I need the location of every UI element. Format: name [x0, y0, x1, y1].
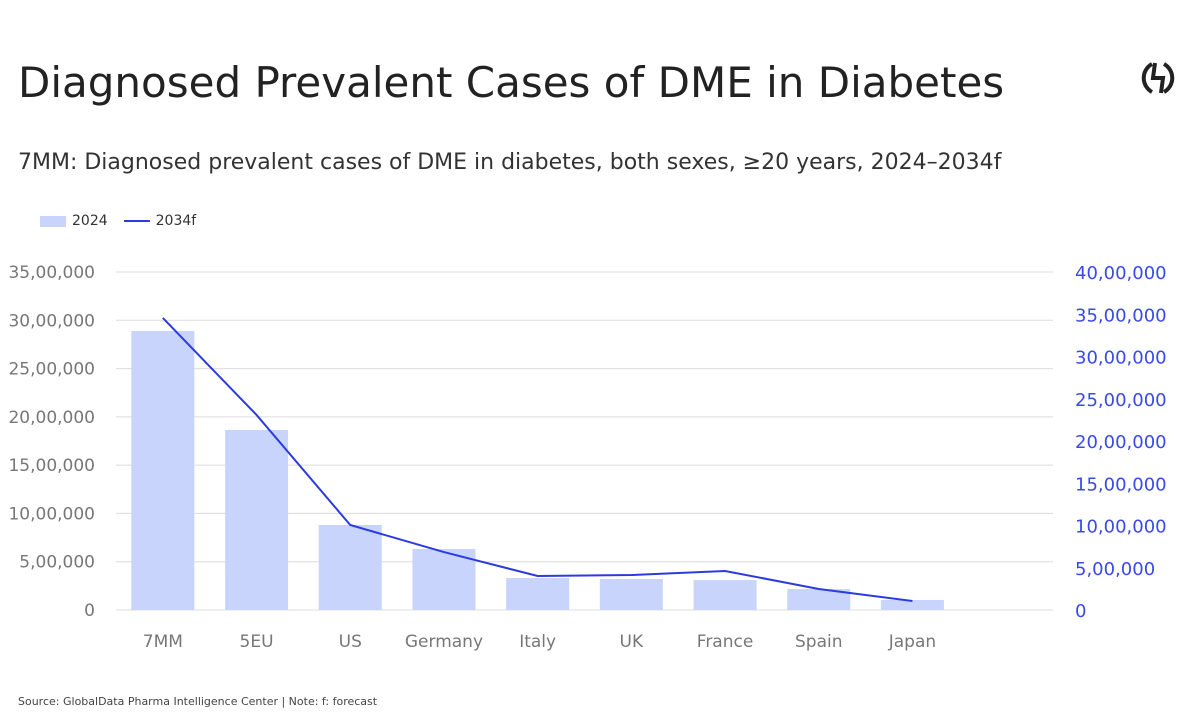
y-left-tick-label: 0	[84, 601, 95, 621]
legend-label-2024: 2024	[72, 213, 108, 229]
y-right-tick-label: 30,00,000	[1075, 348, 1167, 369]
bar-spain	[787, 589, 851, 610]
bar-us	[318, 525, 382, 610]
x-tick-label: Spain	[795, 632, 843, 652]
y-right-tick-label: 10,00,000	[1075, 517, 1167, 538]
legend-label-2034f: 2034f	[155, 213, 197, 229]
x-tick-label: France	[697, 632, 754, 652]
x-tick-label: US	[339, 632, 362, 652]
y-right-tick-label: 20,00,000	[1075, 432, 1167, 453]
chart-title: 7MM: Diagnosed prevalent cases of DME in…	[18, 150, 1002, 175]
x-tick-label: 5EU	[240, 632, 274, 652]
y-right-tick-label: 0	[1075, 601, 1086, 622]
bar-france	[693, 580, 757, 610]
page-title: Diagnosed Prevalent Cases of DME in Diab…	[18, 58, 1005, 107]
y-left-tick-label: 35,00,000	[8, 263, 95, 283]
logo-icon	[1141, 62, 1175, 94]
x-tick-label: Italy	[519, 632, 556, 652]
legend-swatch-2034f	[123, 220, 150, 222]
y-left-tick-label: 20,00,000	[8, 408, 95, 428]
bar-uk	[599, 579, 663, 610]
source-note: Source: GlobalData Pharma Intelligence C…	[18, 695, 378, 708]
x-tick-label: Japan	[888, 632, 936, 652]
x-tick-label: Germany	[405, 632, 483, 652]
bar-7mm	[131, 331, 195, 610]
legend-swatch-2024	[40, 215, 66, 227]
y-right-tick-label: 35,00,000	[1075, 305, 1167, 326]
y-left-tick-label: 15,00,000	[8, 456, 95, 476]
y-left-tick-label: 25,00,000	[8, 360, 95, 380]
y-right-tick-label: 40,00,000	[1075, 263, 1167, 284]
bar-germany	[412, 548, 476, 610]
bar-5eu	[225, 429, 289, 610]
y-right-tick-label: 15,00,000	[1075, 474, 1167, 495]
x-tick-label: 7MM	[143, 632, 183, 652]
y-right-tick-label: 25,00,000	[1075, 390, 1167, 411]
legend: 2024 2034f	[40, 213, 196, 229]
y-left-tick-label: 10,00,000	[8, 504, 95, 524]
y-left-tick-label: 5,00,000	[19, 553, 95, 573]
y-left-tick-label: 30,00,000	[8, 311, 95, 331]
bar-italy	[506, 578, 570, 610]
globaldata-logo	[1138, 58, 1178, 102]
bar-japan	[880, 599, 944, 610]
y-right-tick-label: 5,00,000	[1075, 559, 1155, 580]
x-tick-label: UK	[620, 632, 644, 652]
